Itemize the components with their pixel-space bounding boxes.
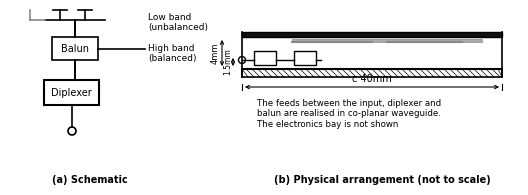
Text: (a) Schematic: (a) Schematic [52,175,128,185]
Bar [292,39,482,42]
Text: 4mm: 4mm [211,42,220,64]
Text: Low band
(unbalanced): Low band (unbalanced) [148,13,208,32]
Bar [254,51,276,65]
Bar [242,32,502,37]
Text: c 40mm: c 40mm [352,74,392,84]
Text: The feeds between the input, diplexer and
balun are realised in co-planar wavegu: The feeds between the input, diplexer an… [257,99,441,129]
Bar [52,37,98,60]
Text: Diplexer: Diplexer [51,88,92,98]
Bar [294,51,316,65]
Bar [242,69,502,77]
Bar [44,80,99,105]
Text: Balun: Balun [61,43,89,53]
Text: 1.5mm: 1.5mm [223,49,232,75]
Text: High band
(balanced): High band (balanced) [148,44,196,63]
Text: (b) Physical arrangement (not to scale): (b) Physical arrangement (not to scale) [274,175,491,185]
